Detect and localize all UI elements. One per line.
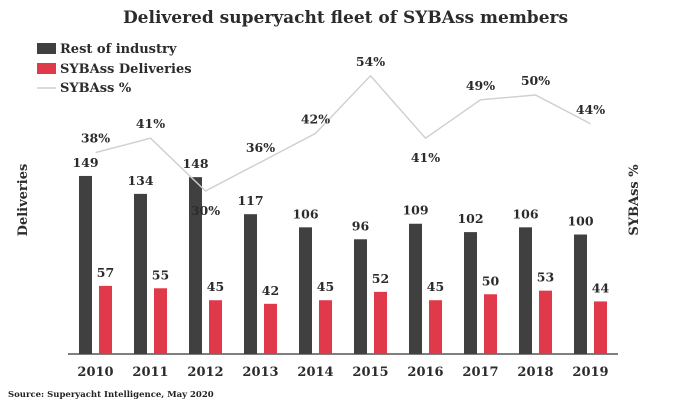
label-rest-2018: 106 [512,206,538,221]
label-pct-2019: 44% [576,102,605,117]
x-tick-2012: 2012 [187,365,223,380]
bar-sybass-2010 [99,285,112,354]
label-rest-2010: 149 [72,155,98,170]
bar-rest-2015 [354,239,367,354]
bar-rest-2016 [409,223,422,354]
legend-swatch-rest [37,43,56,54]
bar-sybass-2014 [319,300,332,354]
bar-sybass-2017 [484,294,497,354]
label-rest-2014: 106 [292,206,318,221]
legend-label-rest: Rest of industry [60,42,177,57]
bar-rest-2010 [79,175,92,354]
label-rest-2015: 96 [352,218,370,233]
label-sybass-2011: 55 [152,267,169,282]
bar-rest-2011 [134,193,147,354]
label-pct-2012: 30% [191,203,220,218]
bar-sybass-2013 [264,303,277,354]
label-sybass-2013: 42 [262,283,279,298]
x-tick-2014: 2014 [297,365,333,380]
x-tick-2019: 2019 [572,365,608,380]
x-tick-2015: 2015 [352,365,388,380]
label-sybass-2018: 53 [537,270,554,285]
label-rest-2011: 134 [127,173,153,188]
legend-label-sybass-pct: SYBAss % [60,81,132,96]
bar-sybass-2011 [154,288,167,354]
x-tick-2011: 2011 [132,365,168,380]
label-rest-2016: 109 [402,203,428,218]
label-sybass-2012: 45 [207,279,224,294]
bar-rest-2018 [519,227,532,354]
bar-sybass-2015 [374,291,387,354]
label-sybass-2015: 52 [372,271,389,286]
label-pct-2016: 41% [411,150,440,165]
label-sybass-2019: 44 [592,280,610,295]
label-pct-2018: 50% [521,73,550,88]
x-tick-2017: 2017 [462,365,498,380]
label-sybass-2016: 45 [427,279,444,294]
x-tick-2018: 2018 [517,365,553,380]
label-pct-2014: 42% [301,111,330,126]
bar-rest-2012 [189,177,202,354]
label-pct-2017: 49% [466,78,495,93]
legend-swatch-sybass [37,63,56,74]
bar-sybass-2019 [594,301,607,354]
x-tick-2013: 2013 [242,365,278,380]
chart-title: Delivered superyacht fleet of SYBAss mem… [122,8,569,28]
bar-rest-2014 [299,227,312,354]
x-tick-2016: 2016 [407,365,443,380]
label-sybass-2014: 45 [317,279,334,294]
label-sybass-2010: 57 [97,265,114,280]
label-rest-2017: 102 [457,211,483,226]
label-rest-2012: 148 [182,156,208,171]
line-sybass-pct [95,74,591,192]
bar-rest-2017 [464,232,477,354]
x-tick-2010: 2010 [77,365,113,380]
label-pct-2010: 38% [81,131,110,146]
legend-label-sybass: SYBAss Deliveries [60,62,192,77]
bar-rest-2019 [574,234,587,354]
bar-rest-2013 [244,214,257,354]
label-pct-2011: 41% [136,116,165,131]
chart-source: Source: Superyacht Intelligence, May 202… [8,390,214,400]
label-rest-2013: 117 [237,193,263,208]
label-sybass-2017: 50 [482,273,500,288]
bar-sybass-2016 [429,300,442,354]
label-rest-2019: 100 [567,214,593,229]
bar-sybass-2018 [539,290,552,354]
label-pct-2015: 54% [356,54,385,69]
bar-sybass-2012 [209,300,222,354]
y-axis-title: Deliveries [16,164,31,237]
label-pct-2013: 36% [246,140,275,155]
y2-axis-title: SYBAss % [627,164,642,236]
